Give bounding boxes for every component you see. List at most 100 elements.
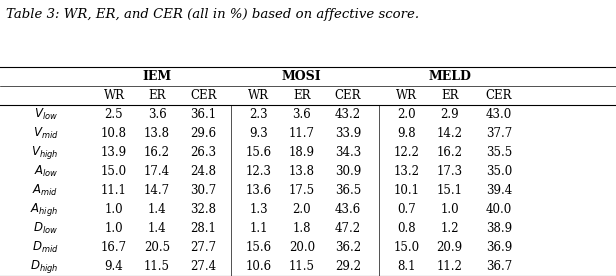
- Text: 40.0: 40.0: [486, 203, 512, 216]
- Text: WR: WR: [248, 89, 269, 102]
- Text: $D_{high}$: $D_{high}$: [30, 258, 59, 275]
- Text: IEM: IEM: [142, 70, 172, 83]
- Text: $A_{mid}$: $A_{mid}$: [32, 183, 59, 198]
- Text: 34.3: 34.3: [335, 146, 361, 159]
- Text: ER: ER: [148, 89, 166, 102]
- Text: $V_{mid}$: $V_{mid}$: [33, 126, 59, 141]
- Text: $A_{high}$: $A_{high}$: [30, 201, 59, 218]
- Text: 13.2: 13.2: [394, 165, 419, 178]
- Text: 39.4: 39.4: [486, 184, 512, 197]
- Text: 32.8: 32.8: [190, 203, 216, 216]
- Text: 1.0: 1.0: [105, 203, 123, 216]
- Text: 36.9: 36.9: [486, 241, 512, 254]
- Text: CER: CER: [485, 89, 513, 102]
- Text: $D_{low}$: $D_{low}$: [33, 221, 59, 236]
- Text: 2.0: 2.0: [397, 108, 416, 121]
- Text: $A_{low}$: $A_{low}$: [34, 164, 59, 179]
- Text: 12.3: 12.3: [246, 165, 272, 178]
- Text: 1.2: 1.2: [440, 222, 459, 235]
- Text: 1.4: 1.4: [148, 203, 166, 216]
- Text: 2.3: 2.3: [249, 108, 268, 121]
- Text: 11.1: 11.1: [101, 184, 127, 197]
- Text: 2.0: 2.0: [293, 203, 311, 216]
- Text: CER: CER: [190, 89, 217, 102]
- Text: 30.9: 30.9: [335, 165, 361, 178]
- Text: 1.0: 1.0: [105, 222, 123, 235]
- Text: 15.6: 15.6: [246, 241, 272, 254]
- Text: 1.1: 1.1: [249, 222, 268, 235]
- Text: 27.4: 27.4: [190, 260, 216, 273]
- Text: 1.8: 1.8: [293, 222, 311, 235]
- Text: 33.9: 33.9: [335, 127, 361, 140]
- Text: 0.7: 0.7: [397, 203, 416, 216]
- Text: 16.2: 16.2: [144, 146, 170, 159]
- Text: 9.8: 9.8: [397, 127, 416, 140]
- Text: 13.8: 13.8: [289, 165, 315, 178]
- Text: 18.9: 18.9: [289, 146, 315, 159]
- Text: 9.3: 9.3: [249, 127, 268, 140]
- Text: 11.7: 11.7: [289, 127, 315, 140]
- Text: ER: ER: [293, 89, 310, 102]
- Text: 36.1: 36.1: [190, 108, 216, 121]
- Text: ER: ER: [441, 89, 458, 102]
- Text: CER: CER: [334, 89, 362, 102]
- Text: 36.7: 36.7: [486, 260, 512, 273]
- Text: 30.7: 30.7: [190, 184, 216, 197]
- Text: 38.9: 38.9: [486, 222, 512, 235]
- Text: 13.6: 13.6: [246, 184, 272, 197]
- Text: $D_{mid}$: $D_{mid}$: [32, 240, 59, 255]
- Text: 13.9: 13.9: [101, 146, 127, 159]
- Text: 37.7: 37.7: [486, 127, 512, 140]
- Text: 1.0: 1.0: [440, 203, 459, 216]
- Text: 20.0: 20.0: [289, 241, 315, 254]
- Text: 8.1: 8.1: [397, 260, 416, 273]
- Text: $V_{high}$: $V_{high}$: [31, 144, 59, 161]
- Text: 14.7: 14.7: [144, 184, 170, 197]
- Text: MELD: MELD: [428, 70, 471, 83]
- Text: 13.8: 13.8: [144, 127, 170, 140]
- Text: Table 3: WR, ER, and CER (all in %) based on affective score.: Table 3: WR, ER, and CER (all in %) base…: [6, 8, 419, 21]
- Text: 11.2: 11.2: [437, 260, 463, 273]
- Text: 15.0: 15.0: [101, 165, 127, 178]
- Text: 9.4: 9.4: [105, 260, 123, 273]
- Text: 28.1: 28.1: [190, 222, 216, 235]
- Text: 20.5: 20.5: [144, 241, 170, 254]
- Text: 17.4: 17.4: [144, 165, 170, 178]
- Text: 27.7: 27.7: [190, 241, 216, 254]
- Text: 36.5: 36.5: [335, 184, 361, 197]
- Text: 35.0: 35.0: [486, 165, 512, 178]
- Text: MOSI: MOSI: [282, 70, 322, 83]
- Text: 26.3: 26.3: [190, 146, 216, 159]
- Text: 10.1: 10.1: [394, 184, 419, 197]
- Text: 43.6: 43.6: [335, 203, 361, 216]
- Text: 29.2: 29.2: [335, 260, 361, 273]
- Text: 11.5: 11.5: [289, 260, 315, 273]
- Text: 10.8: 10.8: [101, 127, 127, 140]
- Text: 2.9: 2.9: [440, 108, 459, 121]
- Text: 0.8: 0.8: [397, 222, 416, 235]
- Text: 20.9: 20.9: [437, 241, 463, 254]
- Text: 14.2: 14.2: [437, 127, 463, 140]
- Text: 43.0: 43.0: [486, 108, 512, 121]
- Text: WR: WR: [396, 89, 417, 102]
- Text: WR: WR: [103, 89, 124, 102]
- Text: 16.7: 16.7: [101, 241, 127, 254]
- Text: 17.3: 17.3: [437, 165, 463, 178]
- Text: 43.2: 43.2: [335, 108, 361, 121]
- Text: 29.6: 29.6: [190, 127, 216, 140]
- Text: 35.5: 35.5: [486, 146, 512, 159]
- Text: 1.3: 1.3: [249, 203, 268, 216]
- Text: 15.0: 15.0: [394, 241, 419, 254]
- Text: $V_{low}$: $V_{low}$: [34, 107, 59, 122]
- Text: 2.5: 2.5: [105, 108, 123, 121]
- Text: 17.5: 17.5: [289, 184, 315, 197]
- Text: 3.6: 3.6: [148, 108, 166, 121]
- Text: 11.5: 11.5: [144, 260, 170, 273]
- Text: 16.2: 16.2: [437, 146, 463, 159]
- Text: 24.8: 24.8: [190, 165, 216, 178]
- Text: 12.2: 12.2: [394, 146, 419, 159]
- Text: 15.1: 15.1: [437, 184, 463, 197]
- Text: 36.2: 36.2: [335, 241, 361, 254]
- Text: 15.6: 15.6: [246, 146, 272, 159]
- Text: 10.6: 10.6: [246, 260, 272, 273]
